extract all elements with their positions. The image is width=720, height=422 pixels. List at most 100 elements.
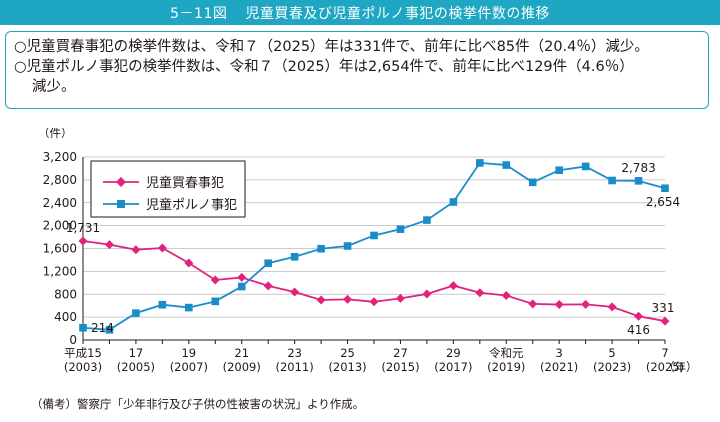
y-tick-label: 2,400: [43, 196, 77, 210]
line-chart: （件） 0 400 800 1,200 1,600 2,000 2,400 2,800 3,20…: [38, 126, 698, 374]
legend: 児童買春事犯 児童ポルノ事犯: [90, 160, 246, 218]
series-2-point: [158, 300, 167, 309]
series-1-point: [263, 281, 273, 291]
x-tick-sublabel: (2005): [117, 360, 155, 374]
series-2-point: [581, 162, 590, 171]
x-tick-label: 平成15: [64, 346, 102, 360]
series-2-point: [105, 326, 114, 334]
x-tick-label: 21: [234, 346, 249, 360]
series-layer: [78, 159, 670, 334]
series-1-point: [369, 297, 379, 307]
x-tick-sublabel: (2013): [328, 360, 366, 374]
data-label: 214: [91, 321, 114, 335]
series-2-point: [396, 225, 405, 233]
x-tick-label: 25: [340, 346, 355, 360]
x-tick-sublabel: (2019): [487, 360, 525, 374]
figure-title: 児童買春及び児童ポルノ事犯の検挙件数の推移: [245, 5, 550, 22]
x-tick-label: 5: [608, 346, 615, 360]
series-1-point: [501, 291, 511, 301]
y-axis-unit-label: （件）: [38, 128, 73, 140]
x-tick-label: 29: [446, 346, 461, 360]
y-tick-label: 1,600: [43, 242, 77, 256]
x-axis: 平成15(2003)17(2005)19(2007)21(2009)23(201…: [64, 339, 684, 374]
summary-line-1: ○児童買春事犯の検挙件数は、令和７（2025）年は331件で、前年に比べ85件（…: [14, 39, 649, 55]
data-label: 331: [652, 301, 675, 315]
y-tick-label: 800: [54, 287, 77, 301]
data-label: 416: [627, 323, 650, 337]
series-1-point: [157, 243, 167, 253]
series-line-1: [82, 240, 666, 322]
series-2-point: [211, 297, 220, 306]
series-1-point: [131, 245, 141, 255]
series-1-point: [660, 316, 670, 326]
x-tick-sublabel: (2003): [64, 360, 102, 374]
series-1-point: [237, 272, 247, 282]
series-2-point: [555, 166, 563, 175]
x-tick-label: 17: [129, 346, 144, 360]
source-note: （備考）警察庁「少年非行及び子供の性被害の状況」より作成。: [31, 397, 365, 411]
x-tick-label: 3: [556, 346, 563, 360]
series-2-point: [343, 242, 352, 250]
x-tick-sublabel: (2009): [223, 360, 261, 374]
y-tick-label: 2,000: [43, 219, 77, 233]
legend-marker-series-1: [116, 177, 126, 187]
x-tick-label: 令和元: [489, 346, 524, 360]
series-1-point: [528, 299, 538, 309]
series-2-point: [449, 198, 458, 206]
data-label: 2,654: [646, 195, 680, 209]
summary-line-3: 減少。: [32, 79, 76, 95]
y-axis: 0 400 800 1,200 1,600 2,000 2,400 2,800 3,200: [43, 150, 84, 347]
series-1-point: [422, 289, 432, 299]
data-label: 2,783: [621, 161, 655, 175]
legend-box: [90, 160, 246, 218]
chart: （件） 0 400 800 1,200 1,600 2,000 2,400 2,800 3,20…: [8, 126, 698, 378]
x-tick-sublabel: (2023): [593, 360, 631, 374]
series-2-point: [185, 303, 193, 312]
series-2-point: [132, 309, 140, 317]
series-1-point: [184, 258, 194, 268]
x-tick-sublabel: (2015): [381, 360, 419, 374]
x-tick-sublabel: (2021): [540, 360, 578, 374]
series-1-point: [607, 302, 617, 312]
x-axis-unit-label: （年）: [663, 360, 692, 374]
series-2-point: [634, 177, 643, 185]
series-2-point: [661, 184, 669, 193]
series-2-point: [79, 323, 87, 332]
series-1-point: [210, 275, 220, 285]
series-2-point: [528, 178, 537, 187]
series-1-point: [554, 300, 564, 310]
y-tick-label: 1,200: [43, 264, 77, 278]
x-tick-label: 23: [287, 346, 302, 360]
series-1-point: [448, 281, 458, 291]
series-1-point: [316, 295, 326, 305]
data-label: 1,731: [66, 221, 100, 235]
series-2-point: [290, 252, 299, 261]
y-tick-label: 400: [54, 310, 77, 324]
series-2-point: [476, 159, 484, 167]
series-2-point: [608, 176, 616, 185]
x-tick-label: 19: [181, 346, 196, 360]
series-2-point: [237, 282, 246, 291]
series-1-point: [634, 311, 644, 321]
y-tick-label: 3,200: [43, 150, 77, 164]
series-2-point: [502, 161, 511, 169]
figure-header: 5－11図 児童買春及び児童ポルノ事犯の検挙件数の推移: [0, 0, 720, 25]
series-1-point: [581, 299, 591, 309]
series-1-point: [475, 288, 485, 298]
series-2-point: [423, 216, 431, 224]
figure-number: 5－11図: [170, 5, 228, 22]
series-1-point: [395, 293, 405, 303]
x-tick-label: 7: [661, 346, 668, 360]
x-tick-label: 27: [393, 346, 408, 360]
series-1-point: [290, 287, 300, 297]
legend-label-series-1: 児童買春事犯: [146, 175, 224, 191]
x-tick-sublabel: (2025): [646, 360, 684, 374]
series-2-point: [264, 259, 272, 268]
y-tick-label: 0: [69, 333, 77, 347]
legend-marker-series-2: [117, 200, 125, 208]
x-tick-sublabel: (2011): [276, 360, 314, 374]
series-2-point: [317, 244, 325, 253]
series-1-point: [104, 240, 114, 250]
x-tick-sublabel: (2017): [434, 360, 472, 374]
